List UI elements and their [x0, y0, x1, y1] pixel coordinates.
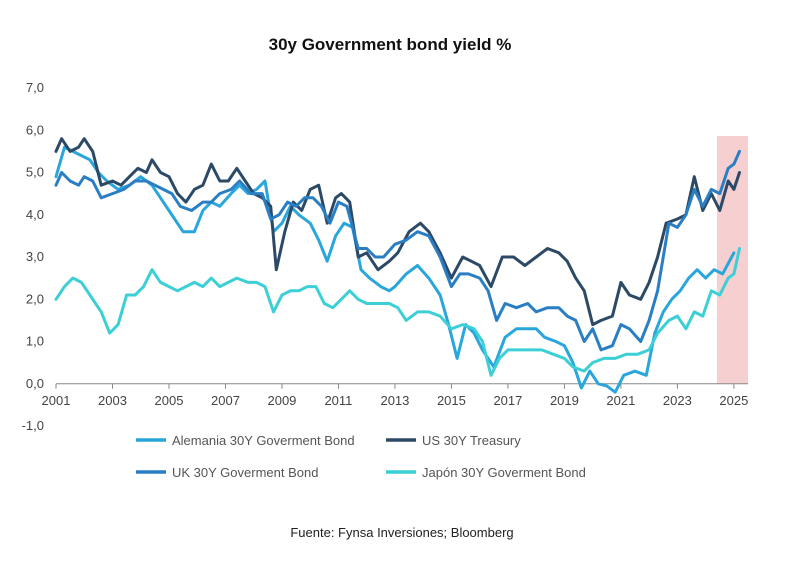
y-tick-label: -1,0	[22, 418, 44, 433]
y-tick-label: 3,0	[26, 249, 44, 264]
chart-title: 30y Government bond yield %	[269, 35, 512, 54]
highlight-region	[716, 136, 748, 384]
x-tick-label: 2009	[267, 393, 296, 408]
x-tick-label: 2011	[324, 393, 352, 408]
x-tick-label: 2005	[155, 393, 184, 408]
x-axis: 2001 2003 2005 2007 2009 2011 2013 2015 2017 2019…	[42, 383, 748, 408]
y-tick-label: 2,0	[26, 291, 44, 306]
x-tick-label: 2023	[663, 393, 692, 408]
series-line	[54, 137, 741, 327]
y-tick-label: 6,0	[26, 122, 44, 137]
y-tick-label: 0,0	[26, 376, 44, 391]
y-tick-label: 1,0	[26, 334, 44, 349]
x-tick-label: 2019	[550, 393, 579, 408]
series-line	[54, 247, 741, 377]
x-tick-label: 2013	[380, 393, 409, 408]
plot-area	[54, 137, 741, 394]
legend-label: UK 30Y Goverment Bond	[172, 465, 318, 480]
highlight-band	[716, 136, 748, 384]
legend-label: Japón 30Y Goverment Bond	[422, 465, 586, 480]
y-tick-label: 7,0	[26, 80, 44, 95]
y-axis: 7,0 6,0 5,0 4,0 3,0 2,0 1,0 0,0 -1,0	[22, 80, 44, 433]
x-tick-label: 2021	[606, 393, 635, 408]
legend-label: Alemania 30Y Goverment Bond	[172, 433, 355, 448]
source-note: Fuente: Fynsa Inversiones; Bloomberg	[290, 525, 513, 540]
legend: Alemania 30Y Goverment Bond US 30Y Treasu…	[136, 433, 586, 480]
x-tick-label: 2007	[211, 393, 240, 408]
series-line	[54, 145, 736, 394]
y-tick-label: 5,0	[26, 165, 44, 180]
x-tick-label: 2001	[42, 393, 71, 408]
legend-label: US 30Y Treasury	[422, 433, 521, 448]
y-tick-label: 4,0	[26, 207, 44, 222]
series-line	[54, 149, 741, 352]
x-tick-label: 2015	[437, 393, 466, 408]
x-tick-label: 2017	[493, 393, 522, 408]
x-tick-label: 2025	[719, 393, 748, 408]
x-tick-label: 2003	[98, 393, 127, 408]
